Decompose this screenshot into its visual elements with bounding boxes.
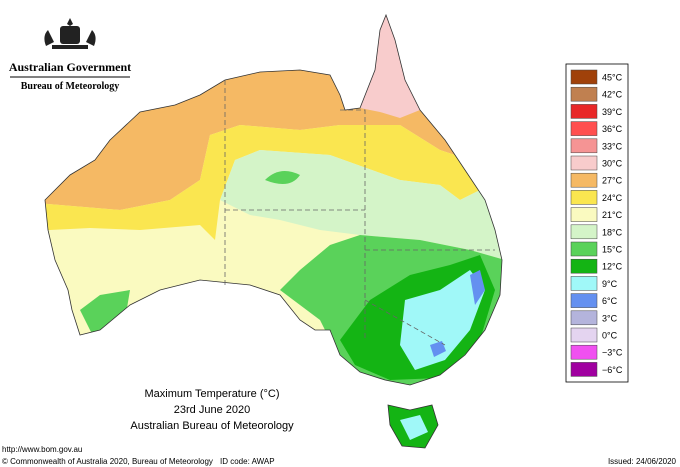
legend-label: 18°C	[602, 227, 623, 237]
legend-label: 36°C	[602, 124, 623, 134]
legend-swatch	[570, 327, 598, 343]
legend-label: 42°C	[602, 90, 623, 100]
legend-label: 12°C	[602, 262, 623, 272]
footer-copyright: © Commonwealth of Australia 2020, Bureau…	[2, 457, 213, 466]
legend-swatch	[570, 138, 598, 154]
legend-label: 9°C	[602, 279, 618, 289]
legend-swatch	[570, 310, 598, 326]
coat-of-arms	[44, 18, 96, 49]
legend-swatch	[570, 276, 598, 291]
legend-swatch	[570, 121, 598, 136]
coastline	[44, 13, 503, 386]
legend-swatch	[570, 241, 598, 257]
legend-swatch	[570, 207, 598, 222]
legend-label: 30°C	[602, 159, 623, 169]
legend-swatch	[570, 190, 598, 205]
footer-issued: Issued: 24/06/2020	[608, 457, 677, 466]
state-borders	[224, 80, 495, 346]
government-name: Australian Government	[9, 60, 131, 74]
legend-label: −6°C	[602, 365, 623, 375]
legend-label: 24°C	[602, 193, 623, 203]
map-source: Australian Bureau of Meteorology	[130, 420, 294, 432]
agency-name: Bureau of Meteorology	[21, 81, 120, 92]
legend-label: −3°C	[602, 348, 623, 358]
legend-label: 6°C	[602, 296, 618, 306]
legend-label: 33°C	[602, 141, 623, 151]
legend-swatch	[570, 86, 598, 102]
legend-swatch	[570, 224, 598, 240]
legend-swatch	[570, 362, 598, 377]
legend-swatch	[570, 293, 598, 308]
map-date: 23rd June 2020	[174, 404, 250, 416]
legend-swatch	[570, 155, 598, 171]
map-title: Maximum Temperature (°C)	[144, 388, 279, 400]
tasmania	[387, 404, 439, 449]
legend-swatch	[570, 344, 598, 360]
legend-label: 15°C	[602, 245, 623, 255]
legend-label: 39°C	[602, 107, 623, 117]
legend-swatch	[570, 69, 598, 85]
legend-swatch	[570, 258, 598, 274]
footer-url: http://www.bom.gov.au	[2, 445, 82, 454]
legend: 45°C 42°C 39°C 36°C 33°C 30°C 27°C 24°C 21°C 18°C…	[565, 63, 629, 383]
footer-id-code: ID code: AWAP	[220, 457, 275, 466]
legend-swatch	[570, 104, 598, 119]
legend-label: 21°C	[602, 210, 623, 220]
legend-label: 3°C	[602, 313, 618, 323]
legend-label: 0°C	[602, 331, 618, 341]
legend-label: 45°C	[602, 73, 623, 83]
legend-swatch	[570, 172, 598, 188]
legend-label: 27°C	[602, 176, 623, 186]
